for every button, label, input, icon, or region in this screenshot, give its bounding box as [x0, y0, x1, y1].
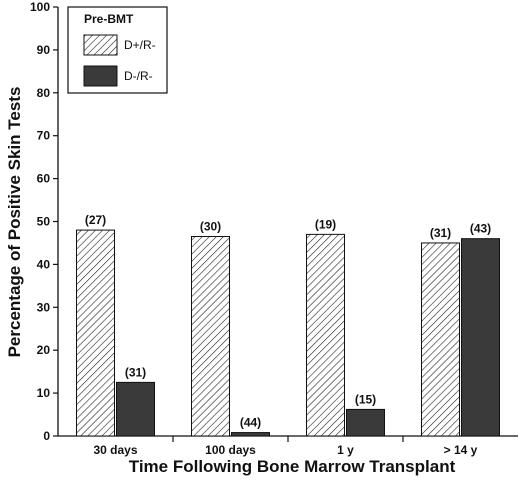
legend-label-d-plus: D+/R- [124, 38, 156, 52]
bar-d-plus [306, 233, 345, 437]
bar-count-label: (30) [200, 220, 221, 234]
bar-d-minus [116, 381, 155, 437]
legend: Pre-BMT D+/R- D-/R- [67, 6, 168, 94]
axes: 0 10 20 30 40 50 60 70 80 90 100 30 days 100 days 1 y… [30, 0, 518, 457]
bars [76, 229, 500, 437]
bar-count-label: (31) [430, 226, 451, 240]
y-tick-label: 100 [30, 0, 50, 14]
y-tick-label: 60 [37, 172, 51, 186]
bar-d-plus [76, 229, 115, 437]
y-tick-label: 50 [37, 215, 51, 229]
legend-label-d-minus: D-/R- [124, 69, 153, 83]
y-tick-label: 30 [37, 300, 51, 314]
y-tick-label: 40 [37, 257, 51, 271]
y-tick-label: 10 [37, 386, 51, 400]
bar-count-label: (43) [470, 222, 491, 236]
bar-count-label: (27) [85, 213, 106, 227]
bar-count-label: (15) [355, 392, 376, 406]
bar-d-plus [191, 236, 230, 437]
x-tick-label: 30 days [93, 443, 137, 457]
bar-count-label: (44) [240, 416, 261, 430]
y-tick-label: 20 [37, 343, 51, 357]
data-labels: (27) (30) (19) (31) (31) (44) (15) (43) [85, 213, 491, 429]
x-axis-title: Time Following Bone Marrow Transplant [129, 457, 456, 476]
bar-d-minus [231, 432, 270, 437]
y-axis-title: Percentage of Positive Skin Tests [5, 87, 24, 358]
x-tick-label: 100 days [205, 443, 256, 457]
x-tick-label: 1 y [337, 443, 354, 457]
y-tick-label: 0 [43, 429, 50, 443]
bar-d-minus [461, 238, 500, 437]
x-tick-label: > 14 y [444, 443, 478, 457]
bar-d-plus [421, 242, 460, 437]
y-tick-label: 70 [37, 129, 51, 143]
y-tick-label: 80 [37, 86, 51, 100]
bar-d-minus [346, 408, 385, 437]
bar-count-label: (19) [315, 217, 336, 231]
y-tick-label: 90 [37, 43, 51, 57]
legend-swatch-d-plus [83, 34, 118, 56]
legend-title: Pre-BMT [84, 12, 134, 26]
legend-swatch-d-minus [83, 65, 118, 87]
bar-count-label: (31) [125, 365, 146, 379]
